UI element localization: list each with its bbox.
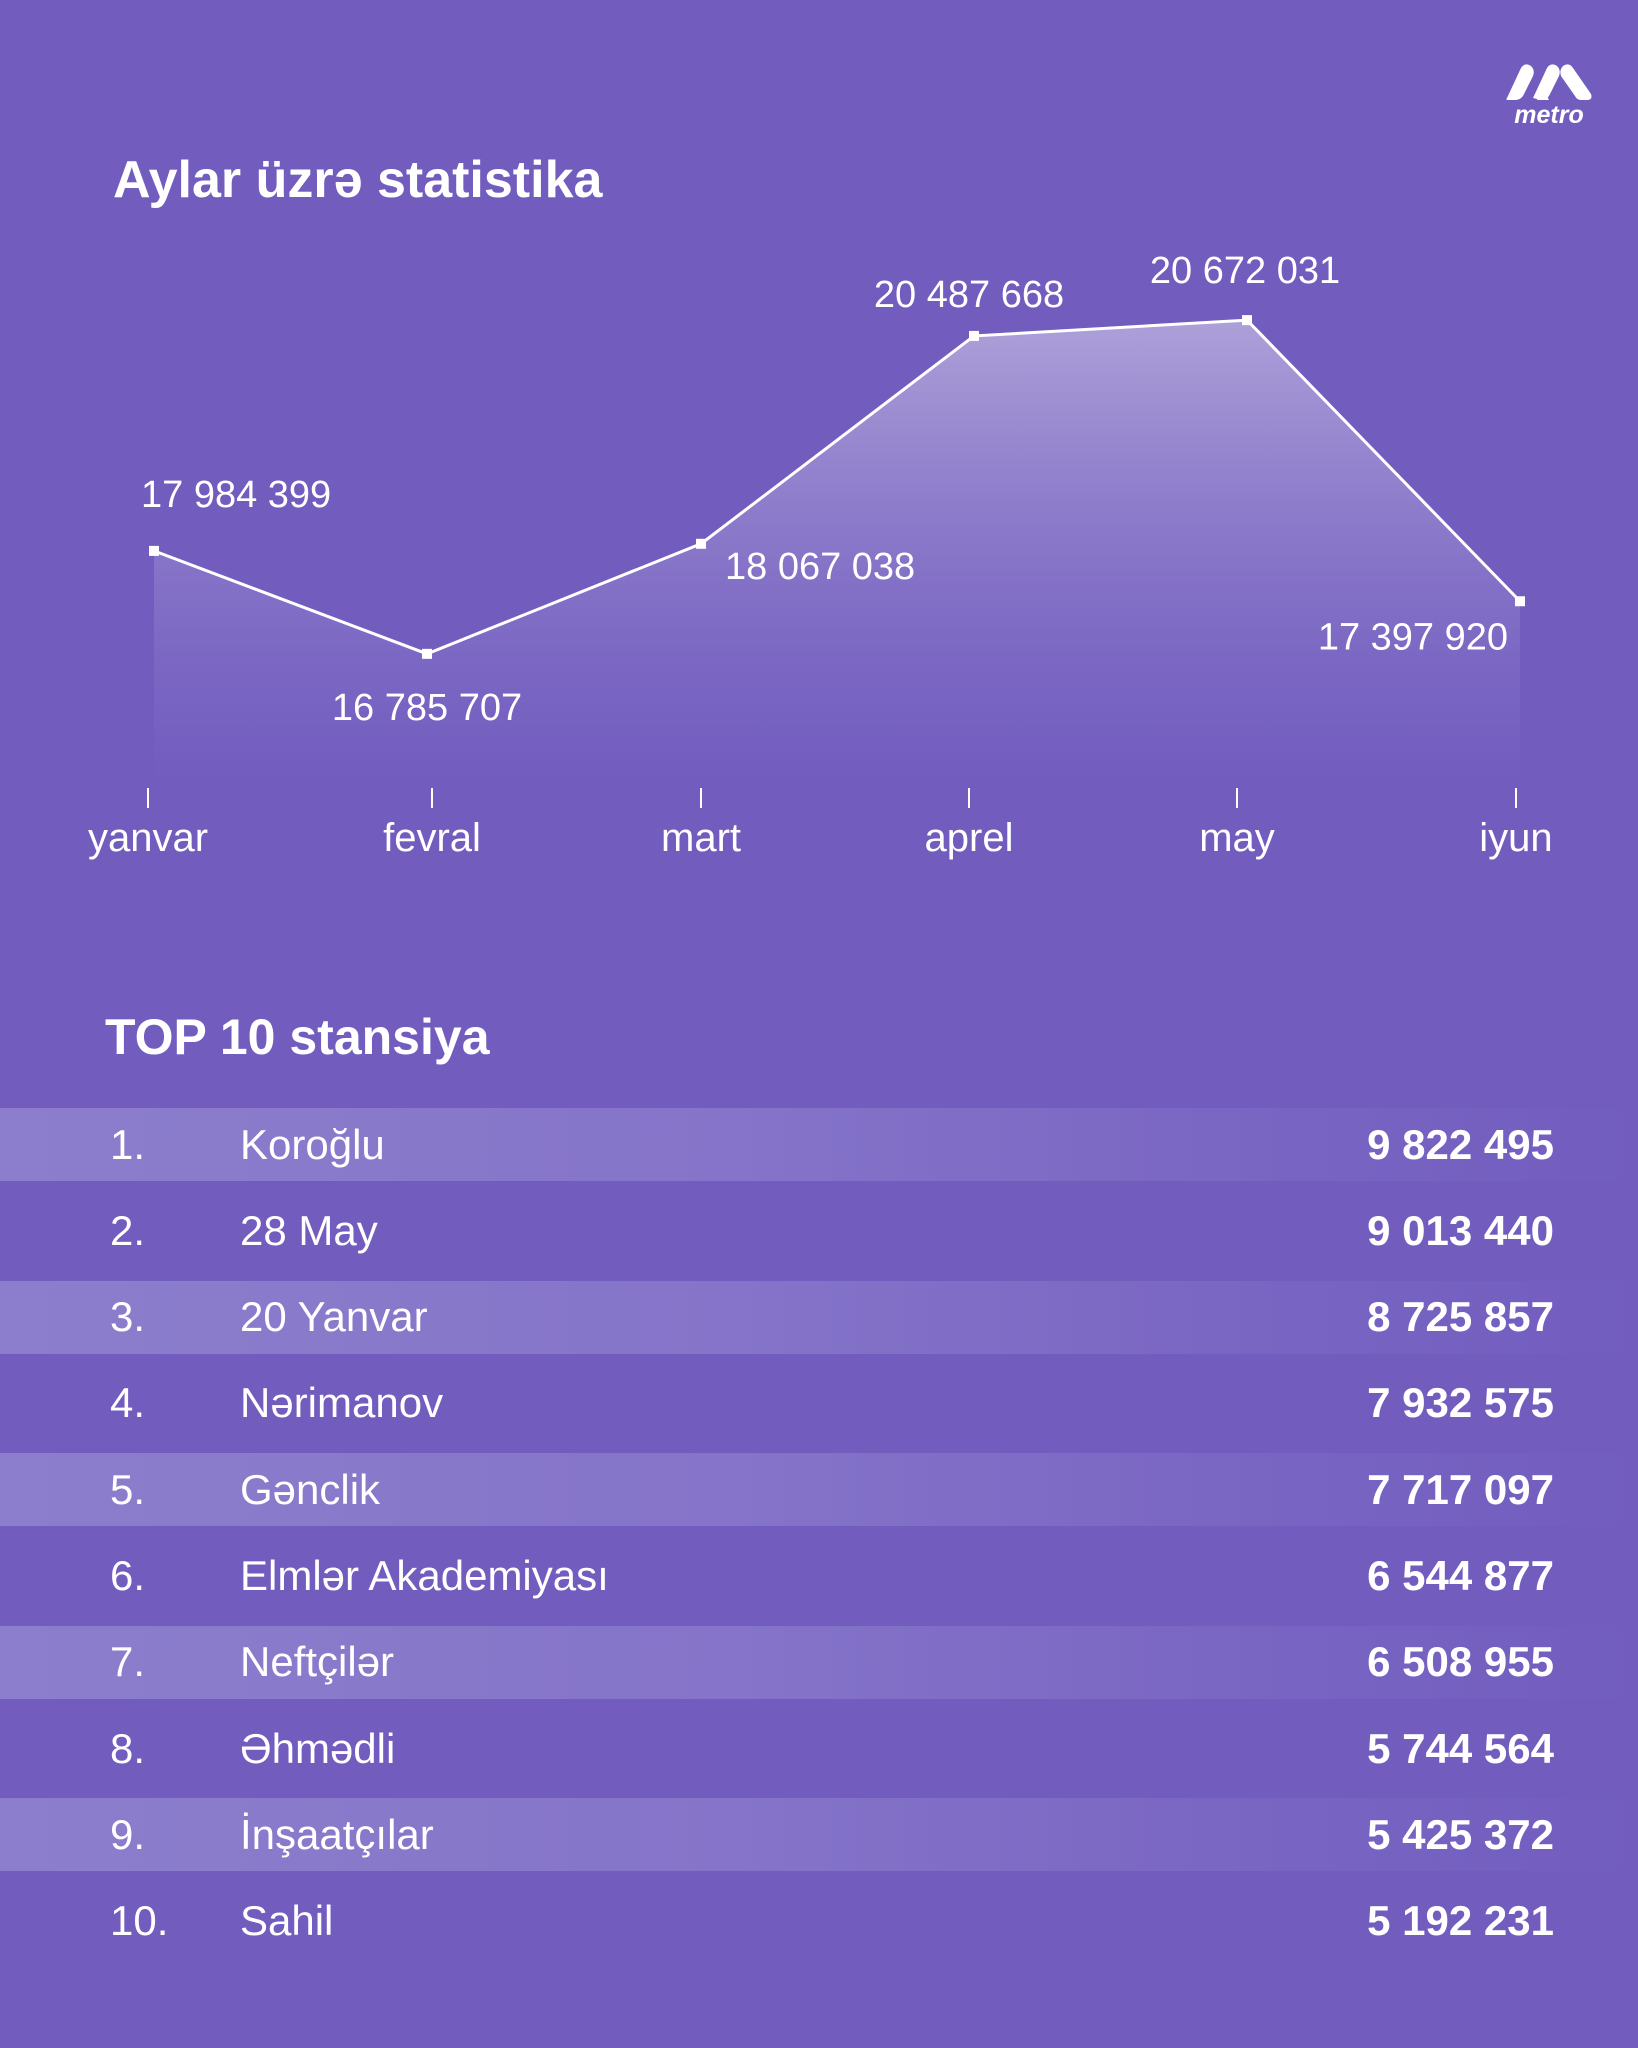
station-name: Elmlər Akademiyası [240, 1552, 609, 1599]
station-value: 6 544 877 [1367, 1552, 1554, 1599]
x-tick-label: iyun [1479, 816, 1552, 860]
station-name: İnşaatçılar [240, 1810, 434, 1858]
station-name: Əhmədli [240, 1724, 396, 1772]
station-value: 8 725 857 [1367, 1293, 1554, 1341]
station-row: 9. İnşaatçılar 5 425 372 [0, 1798, 1638, 1872]
data-point [1515, 596, 1525, 607]
data-point [422, 648, 432, 659]
chart-area [154, 320, 1520, 784]
data-point [149, 545, 159, 556]
station-row: 1. Koroğlu 9 822 495 [0, 1108, 1638, 1181]
data-label: 16 785 707 [332, 687, 522, 729]
data-label: 20 487 668 [874, 274, 1064, 316]
station-value: 9 822 495 [1367, 1120, 1554, 1168]
x-tick-label: mart [661, 816, 741, 860]
x-tick-label: yanvar [88, 816, 208, 860]
station-value: 5 425 372 [1367, 1810, 1554, 1858]
top-stations-title: TOP 10 stansiya [105, 1009, 490, 1065]
x-tick-label: aprel [925, 816, 1014, 860]
station-rank: 7. [110, 1638, 146, 1686]
station-name: 28 May [240, 1206, 378, 1254]
station-rank: 3. [110, 1293, 146, 1341]
station-value: 5 192 231 [1367, 1897, 1554, 1945]
x-tick-label: may [1199, 816, 1275, 860]
data-point [696, 538, 706, 549]
chart-title: Aylar üzrə statistika [113, 151, 603, 209]
station-row: 10. Sahil 5 192 231 [0, 1885, 1638, 1958]
station-row: 8. Əhmədli 5 744 564 [0, 1712, 1638, 1785]
monthly-chart: 17 984 399 yanvar 16 785 707 fevral 18 067 0… [88, 250, 1553, 860]
data-label: 18 067 038 [725, 546, 915, 588]
station-name: 20 Yanvar [240, 1293, 428, 1341]
logo-text: metro [1514, 101, 1584, 129]
station-row: 5. Gənclik 7 717 097 [0, 1453, 1638, 1527]
station-row: 4. Nərimanov 7 932 575 [0, 1367, 1638, 1440]
data-label: 17 984 399 [141, 474, 331, 516]
station-row: 2. 28 May 9 013 440 [0, 1194, 1638, 1267]
station-name: Koroğlu [240, 1120, 385, 1168]
station-rank: 1. [110, 1120, 146, 1168]
station-row: 6. Elmlər Akademiyası 6 544 877 [0, 1540, 1638, 1613]
metro-logo: metro [1500, 62, 1598, 130]
station-value: 7 932 575 [1367, 1379, 1554, 1427]
station-name: Neftçilər [240, 1638, 395, 1686]
station-rank: 5. [110, 1465, 146, 1513]
station-value: 9 013 440 [1367, 1206, 1554, 1254]
station-value: 5 744 564 [1367, 1724, 1554, 1772]
station-name: Nərimanov [240, 1379, 444, 1427]
station-value: 7 717 097 [1367, 1465, 1554, 1513]
station-name: Gənclik [240, 1465, 381, 1513]
station-rank: 6. [110, 1552, 146, 1599]
station-row: 3. 20 Yanvar 8 725 857 [0, 1280, 1638, 1354]
station-rank: 4. [110, 1379, 146, 1427]
station-name: Sahil [240, 1897, 334, 1945]
metro-m-icon [1506, 64, 1592, 100]
data-point [1242, 315, 1252, 326]
x-tick-label: fevral [383, 816, 481, 860]
station-rank: 9. [110, 1810, 146, 1858]
station-value: 6 508 955 [1367, 1638, 1554, 1686]
data-label: 20 672 031 [1150, 250, 1340, 292]
data-point [969, 330, 979, 341]
station-rank: 10. [110, 1897, 169, 1945]
chart-line [153, 318, 1522, 656]
station-row: 7. Neftçilər 6 508 955 [0, 1625, 1638, 1699]
data-label: 17 397 920 [1318, 616, 1508, 658]
station-rank: 8. [110, 1724, 146, 1772]
station-rank: 2. [110, 1206, 146, 1254]
